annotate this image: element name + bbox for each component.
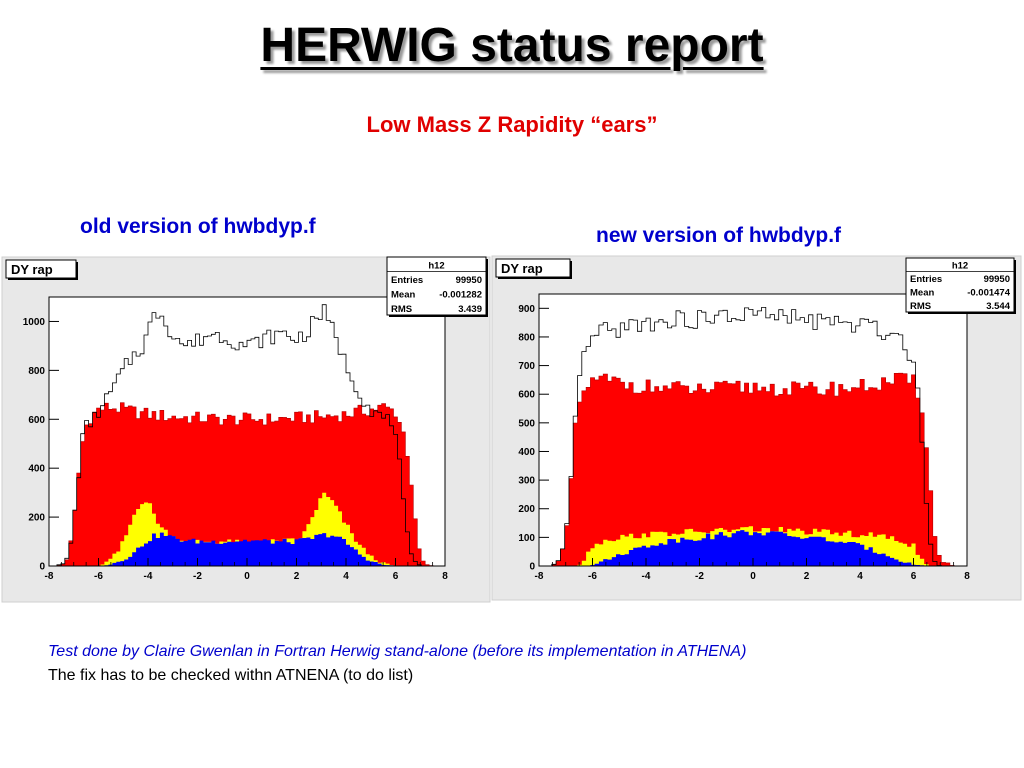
stats-rms-value: 3.439: [458, 304, 482, 315]
histogram-new-panel: -8 -6 -4 -2 0 2 4 6 8 0 100 200 300 400 500 600 700 800 90…: [490, 253, 1024, 602]
histogram-old-svg: -8 -6 -4 -2 0 2 4 6 8 0 200 400 600 800 1000 DY rap h12 E…: [1, 256, 491, 603]
stats-rms-label: RMS: [910, 301, 931, 312]
slide-subtitle: Low Mass Z Rapidity “ears”: [366, 112, 658, 137]
y-tick-label: 200: [28, 513, 45, 524]
stats-rms-label: RMS: [391, 304, 412, 315]
stats-rms-value: 3.544: [986, 301, 1010, 312]
caption-new-version: new version of hwbdyp.f: [596, 224, 842, 247]
series-blue-fill: [49, 532, 445, 566]
stats-entries-label: Entries: [391, 275, 423, 286]
series-red-fill: [539, 372, 967, 567]
y-tick-label: 500: [518, 418, 535, 429]
slide-title: HERWIG status report: [260, 19, 764, 72]
y-tick-label: 600: [518, 390, 535, 401]
series-outline-line: [539, 307, 967, 567]
stats-name: h12: [428, 261, 444, 272]
x-tick-label: 6: [393, 571, 399, 582]
x-tick-label: 2: [804, 571, 810, 582]
y-tick-label: 0: [529, 562, 535, 573]
y-tick-label: 300: [518, 476, 535, 487]
y-tick-label: 200: [518, 504, 535, 515]
x-tick-label: -4: [144, 571, 153, 582]
y-tick-label: 400: [518, 447, 535, 458]
y-tick-label: 1000: [23, 317, 46, 328]
x-tick-label: 4: [343, 571, 349, 582]
stats-box: [386, 256, 487, 316]
histogram-new-svg: -8 -6 -4 -2 0 2 4 6 8 0 100 200 300 400 500 600 700 800 90…: [491, 255, 1022, 601]
histogram-title: DY rap: [501, 261, 543, 276]
stats-mean-value: -0.001282: [439, 290, 482, 301]
x-tick-label: 2: [294, 571, 300, 582]
histogram-old-panel: -8 -6 -4 -2 0 2 4 6 8 0 200 400 600 800 1000 DY rap h12 E…: [0, 254, 495, 604]
stats-entries-label: Entries: [910, 274, 942, 285]
x-tick-label: -2: [193, 571, 202, 582]
x-tick-label: -4: [642, 571, 651, 582]
stats-entries-value: 99950: [984, 274, 1010, 285]
y-tick-label: 600: [28, 415, 45, 426]
x-tick-label: 0: [750, 571, 756, 582]
note-todo: The fix has to be checked withn ATNENA (…: [48, 667, 414, 684]
x-tick-label: -6: [588, 571, 597, 582]
title-box: [5, 259, 77, 279]
stats-mean-label: Mean: [910, 288, 934, 299]
y-tick-label: 0: [39, 562, 45, 573]
x-tick-label: -6: [94, 571, 103, 582]
y-tick-label: 800: [28, 366, 45, 377]
caption-old-version: old version of hwbdyp.f: [80, 215, 316, 238]
histogram-title: DY rap: [11, 262, 53, 277]
stats-entries-value: 99950: [456, 275, 482, 286]
stats-box: [905, 257, 1015, 313]
stats-name: h12: [952, 261, 968, 272]
note-test-description: Test done by Claire Gwenlan in Fortran H…: [48, 643, 747, 660]
x-tick-label: 8: [964, 571, 970, 582]
y-tick-label: 700: [518, 361, 535, 372]
x-tick-label: -8: [535, 571, 544, 582]
x-tick-label: 0: [244, 571, 250, 582]
series-outline-line: [49, 304, 445, 567]
stats-mean-value: -0.001474: [967, 288, 1011, 299]
x-tick-label: 8: [442, 571, 448, 582]
y-tick-label: 900: [518, 304, 535, 315]
series-blue-fill: [539, 530, 967, 566]
stats-mean-label: Mean: [391, 290, 415, 301]
title-box: [495, 258, 571, 278]
x-tick-label: -2: [695, 571, 704, 582]
x-tick-label: 6: [911, 571, 917, 582]
x-tick-label: -8: [45, 571, 54, 582]
y-tick-label: 800: [518, 332, 535, 343]
x-tick-label: 4: [857, 571, 863, 582]
y-tick-label: 400: [28, 464, 45, 475]
y-tick-label: 100: [518, 533, 535, 544]
